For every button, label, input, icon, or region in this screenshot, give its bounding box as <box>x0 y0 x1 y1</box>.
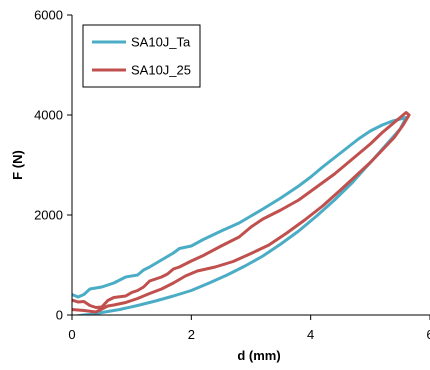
x-tick-label: 0 <box>68 327 75 342</box>
series-layer <box>72 111 411 315</box>
x-tick-label: 4 <box>307 327 314 342</box>
y-tick-label: 0 <box>56 308 63 323</box>
y-axis-title: F (N) <box>10 150 25 180</box>
legend-label: SA10J_25 <box>131 63 191 78</box>
legend-box <box>82 24 201 88</box>
legend-label: SA10J_Ta <box>131 35 191 50</box>
x-axis-title: d (mm) <box>237 348 280 363</box>
x-tick-label: 2 <box>188 327 195 342</box>
y-tick-label: 2000 <box>34 208 63 223</box>
axes-layer: 0 2000 4000 6000 0 2 4 6 d (mm) F (N) <box>10 8 430 363</box>
series-line-sa10j-ta <box>72 116 408 315</box>
series-line-sa10j-25 <box>72 111 411 314</box>
legend: SA10J_Ta SA10J_25 <box>82 24 201 88</box>
y-tick-label: 6000 <box>34 8 63 23</box>
y-tick-label: 4000 <box>34 108 63 123</box>
x-tick-label: 6 <box>426 327 430 342</box>
